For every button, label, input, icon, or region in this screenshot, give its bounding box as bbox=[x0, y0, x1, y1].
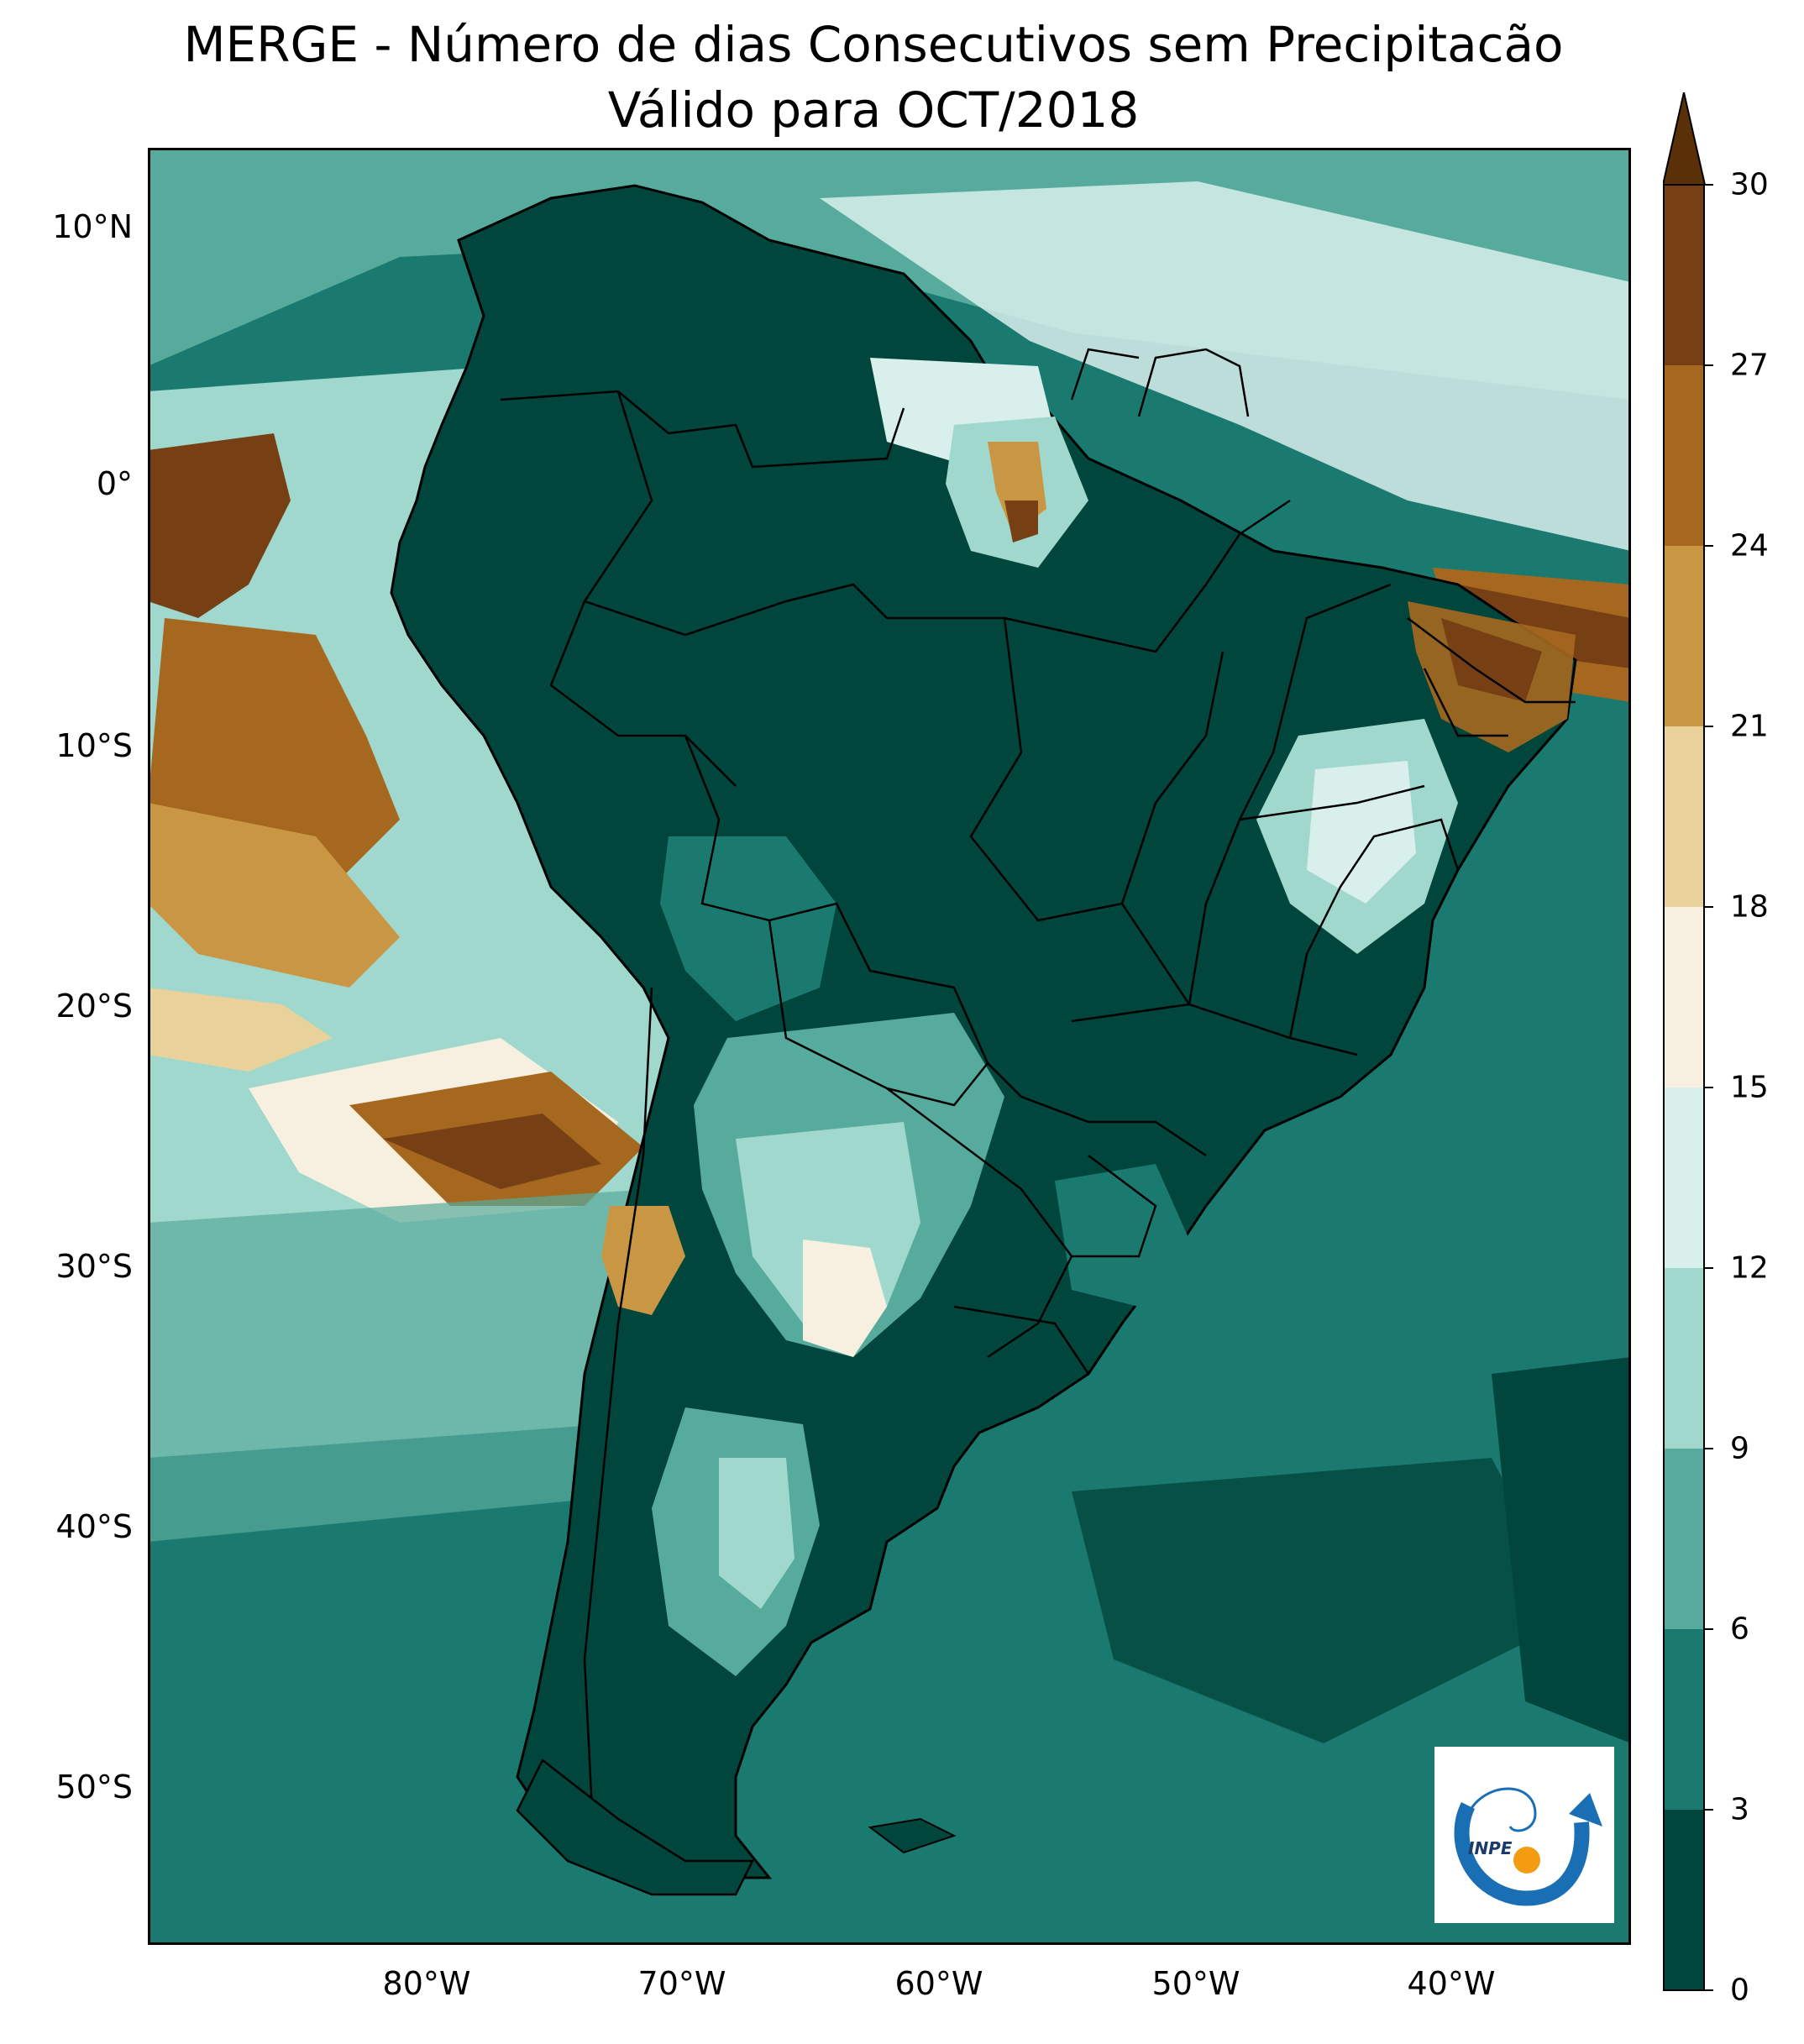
colorbar-segment bbox=[1663, 1629, 1705, 1810]
lat-tick-50s: 50°S bbox=[55, 1769, 133, 1806]
map-area bbox=[148, 148, 1631, 1945]
colorbar-segment bbox=[1663, 907, 1705, 1088]
colorbar-label: 30 bbox=[1730, 167, 1769, 202]
colorbar bbox=[1663, 92, 1713, 1991]
lon-tick-60w: 60°W bbox=[894, 1965, 983, 2002]
inpe-logo: INPE bbox=[1434, 1747, 1614, 1923]
colorbar-segment bbox=[1663, 1088, 1705, 1268]
colorbar-label: 12 bbox=[1730, 1250, 1769, 1286]
lon-tick-80w: 80°W bbox=[382, 1965, 471, 2002]
colorbar-label: 3 bbox=[1730, 1792, 1749, 1827]
lon-tick-50w: 50°W bbox=[1151, 1965, 1240, 2002]
colorbar-segment bbox=[1663, 1449, 1705, 1629]
colorbar-label: 27 bbox=[1730, 348, 1769, 383]
map-title: MERGE - Número de dias Consecutivos sem … bbox=[183, 16, 1564, 73]
colorbar-segment bbox=[1663, 1810, 1705, 1990]
logo-text: INPE bbox=[1468, 1838, 1513, 1858]
colorbar-label: 24 bbox=[1730, 528, 1769, 563]
colorbar-segment bbox=[1663, 1268, 1705, 1449]
colorbar-label: 9 bbox=[1730, 1431, 1749, 1466]
lat-tick-0: 0° bbox=[96, 465, 133, 502]
lat-tick-10n: 10°N bbox=[52, 208, 133, 245]
map-subtitle: Válido para OCT/2018 bbox=[607, 81, 1140, 139]
colorbar-segment bbox=[1663, 546, 1705, 726]
lat-tick-40s: 40°S bbox=[55, 1508, 133, 1545]
colorbar-label: 0 bbox=[1730, 1973, 1749, 2008]
colorbar-segment bbox=[1663, 185, 1705, 365]
colorbar-segment bbox=[1663, 726, 1705, 907]
colorbar-label: 6 bbox=[1730, 1612, 1749, 1647]
colorbar-label: 15 bbox=[1730, 1070, 1769, 1105]
lat-tick-10s: 10°S bbox=[55, 727, 133, 764]
colorbar-segment bbox=[1663, 365, 1705, 546]
colorbar-label: 21 bbox=[1730, 709, 1769, 744]
country-borders bbox=[500, 348, 1576, 1828]
lat-tick-20s: 20°S bbox=[55, 988, 133, 1025]
lon-tick-70w: 70°W bbox=[637, 1965, 726, 2002]
colorbar-extend-arrow bbox=[1663, 92, 1707, 186]
lat-tick-30s: 30°S bbox=[55, 1248, 133, 1285]
colorbar-label: 18 bbox=[1730, 889, 1769, 925]
lon-tick-40w: 40°W bbox=[1407, 1965, 1496, 2002]
